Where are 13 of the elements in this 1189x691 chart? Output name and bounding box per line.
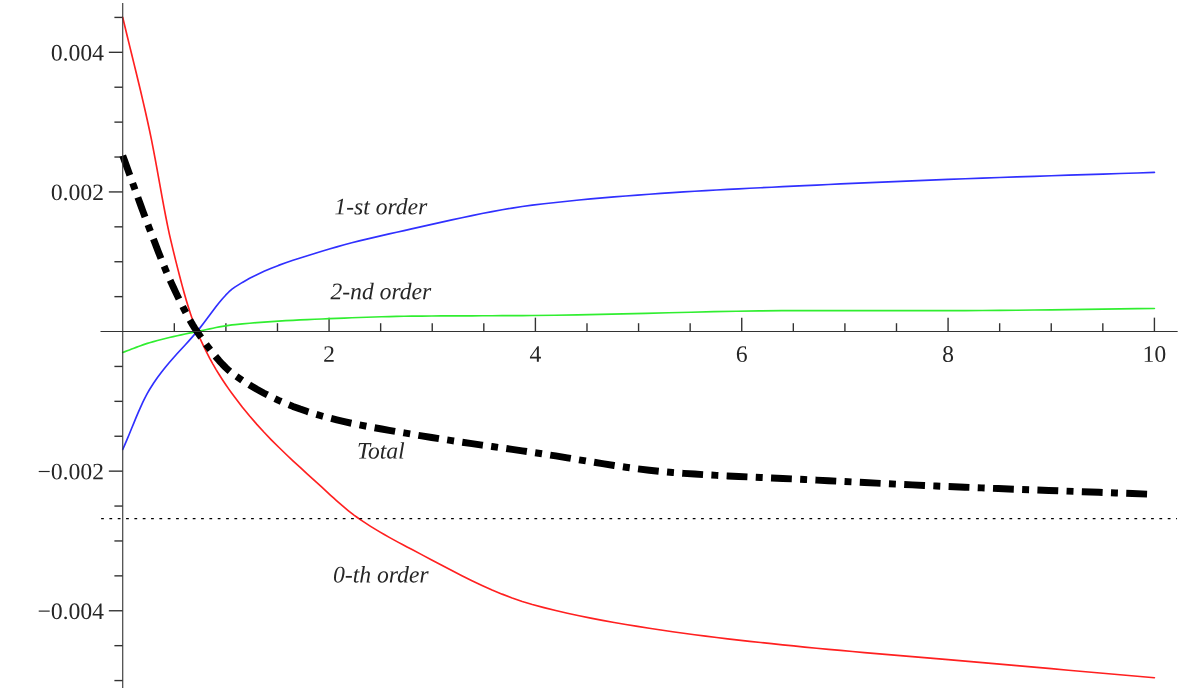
y-tick-label: −0.004: [38, 603, 104, 620]
x-tick-label: 10: [1144, 346, 1166, 363]
annotation: 1-st order: [335, 197, 428, 215]
x-tick-label: 2: [324, 346, 334, 362]
x-tick-label: 6: [736, 346, 747, 363]
annotation: 0-th order: [333, 566, 429, 583]
annotation: Total: [358, 442, 405, 459]
x-tick-label: 4: [529, 346, 541, 362]
y-tick-label: 0.004: [51, 44, 104, 61]
y-tick-label: 0.002: [51, 184, 103, 201]
y-tick-label: −0.002: [38, 463, 103, 480]
x-tick-label: 8: [943, 346, 954, 363]
annotation: 2-nd order: [330, 282, 432, 300]
